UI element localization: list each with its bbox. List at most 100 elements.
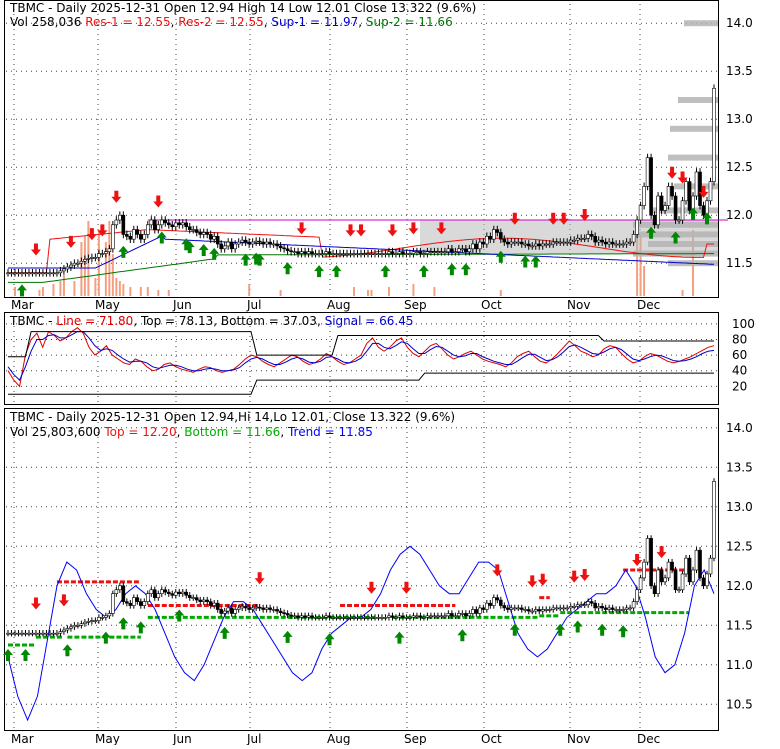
candle-body — [642, 186, 646, 206]
candle-body — [439, 251, 444, 253]
p3-ytick-label: 14.0 — [726, 421, 753, 435]
candle-body — [34, 272, 38, 275]
candle-body — [652, 214, 657, 226]
candle-body — [408, 253, 412, 255]
candle-body — [327, 615, 332, 618]
candle-body — [425, 615, 430, 618]
candle-body — [457, 613, 461, 617]
volume-bar — [146, 287, 149, 296]
candle-body — [586, 601, 590, 606]
candle-body — [478, 241, 482, 250]
p1-ticker: TBMC - Daily 2025-12-31 Open 12.94 High … — [9, 1, 476, 15]
p1-xtick-label: May — [95, 298, 120, 312]
candle-body — [264, 241, 269, 245]
candle-body — [355, 617, 360, 619]
candle-body — [373, 617, 377, 619]
candle-body — [453, 615, 458, 618]
candle-body — [478, 607, 482, 614]
buy-arrow — [331, 265, 342, 278]
sell-arrow — [401, 581, 412, 594]
candle-body — [159, 589, 164, 594]
candle-body — [369, 253, 374, 255]
candle-body — [296, 251, 300, 254]
candle-body — [467, 613, 472, 617]
candle-body — [481, 241, 486, 245]
candle-body — [65, 628, 70, 631]
candle-body — [65, 266, 70, 270]
candle-body — [698, 549, 702, 579]
candle-body — [278, 245, 283, 249]
candle-body — [282, 247, 286, 250]
volume-bar — [370, 290, 373, 296]
candle-body — [222, 245, 227, 250]
buy-arrow — [118, 617, 129, 630]
candle-body — [369, 617, 374, 619]
candle-body — [90, 620, 94, 622]
candle-body — [544, 243, 549, 246]
candle-body — [320, 253, 325, 255]
candle-body — [415, 615, 419, 618]
buy-arrow — [118, 245, 129, 258]
p1-ytick-label: 11.5 — [726, 256, 753, 270]
candle-body — [561, 607, 566, 610]
moving-average-line — [8, 235, 715, 269]
candle-body — [125, 234, 129, 237]
candle-body — [670, 186, 674, 197]
p1-xtick-label: Jul — [246, 298, 261, 312]
candle-body — [233, 609, 237, 614]
stoch-line-line — [7, 327, 715, 388]
candle-body — [156, 224, 161, 230]
candle-body — [114, 589, 119, 594]
buy-arrow — [198, 244, 209, 256]
volume-bar — [38, 290, 41, 296]
buy-arrow — [418, 265, 429, 278]
candle-body — [327, 251, 332, 254]
candle-body — [313, 253, 318, 255]
candle-body — [163, 589, 168, 593]
p3-ytick-label: 11.5 — [726, 618, 753, 632]
volume-bar — [122, 284, 125, 296]
candle-body — [666, 186, 671, 206]
candle-body — [708, 557, 713, 575]
candle-body — [390, 615, 395, 618]
candle-body — [289, 250, 293, 253]
candle-body — [649, 157, 653, 216]
candle-body — [712, 481, 716, 559]
candle-body — [656, 569, 660, 595]
candle-body — [226, 607, 230, 612]
candle-body — [194, 597, 199, 601]
candle-body — [495, 229, 500, 233]
candle-body — [20, 272, 24, 275]
candle-body — [317, 253, 321, 255]
candle-body — [429, 251, 433, 253]
volume-bar — [681, 290, 684, 296]
candle-body — [100, 253, 105, 255]
candle-body — [684, 557, 688, 575]
candle-body — [222, 610, 227, 614]
buy-arrow — [184, 241, 195, 254]
candle-body — [275, 609, 279, 612]
sell-arrow — [30, 597, 41, 610]
p1-xtick-label: Jun — [172, 298, 192, 312]
trend-panel-grid — [6, 412, 717, 728]
candle-body — [460, 613, 465, 615]
candle-body — [44, 272, 49, 275]
candle-body — [659, 569, 664, 583]
sell-arrow — [436, 222, 447, 235]
candle-body — [97, 253, 101, 258]
candle-body — [628, 607, 632, 610]
candle-body — [526, 243, 531, 247]
buy-arrow — [100, 631, 111, 644]
candle-body — [645, 538, 650, 563]
candle-body — [219, 243, 223, 250]
candle-body — [331, 617, 335, 619]
candle-body — [79, 623, 84, 626]
candle-body — [86, 621, 91, 623]
p3-xtick-label: Oct — [481, 732, 502, 745]
candle-body — [537, 243, 542, 247]
candle-body — [348, 617, 353, 619]
p2-ytick-label: 20 — [732, 379, 747, 393]
candle-body — [474, 609, 479, 614]
candle-body — [250, 241, 255, 245]
